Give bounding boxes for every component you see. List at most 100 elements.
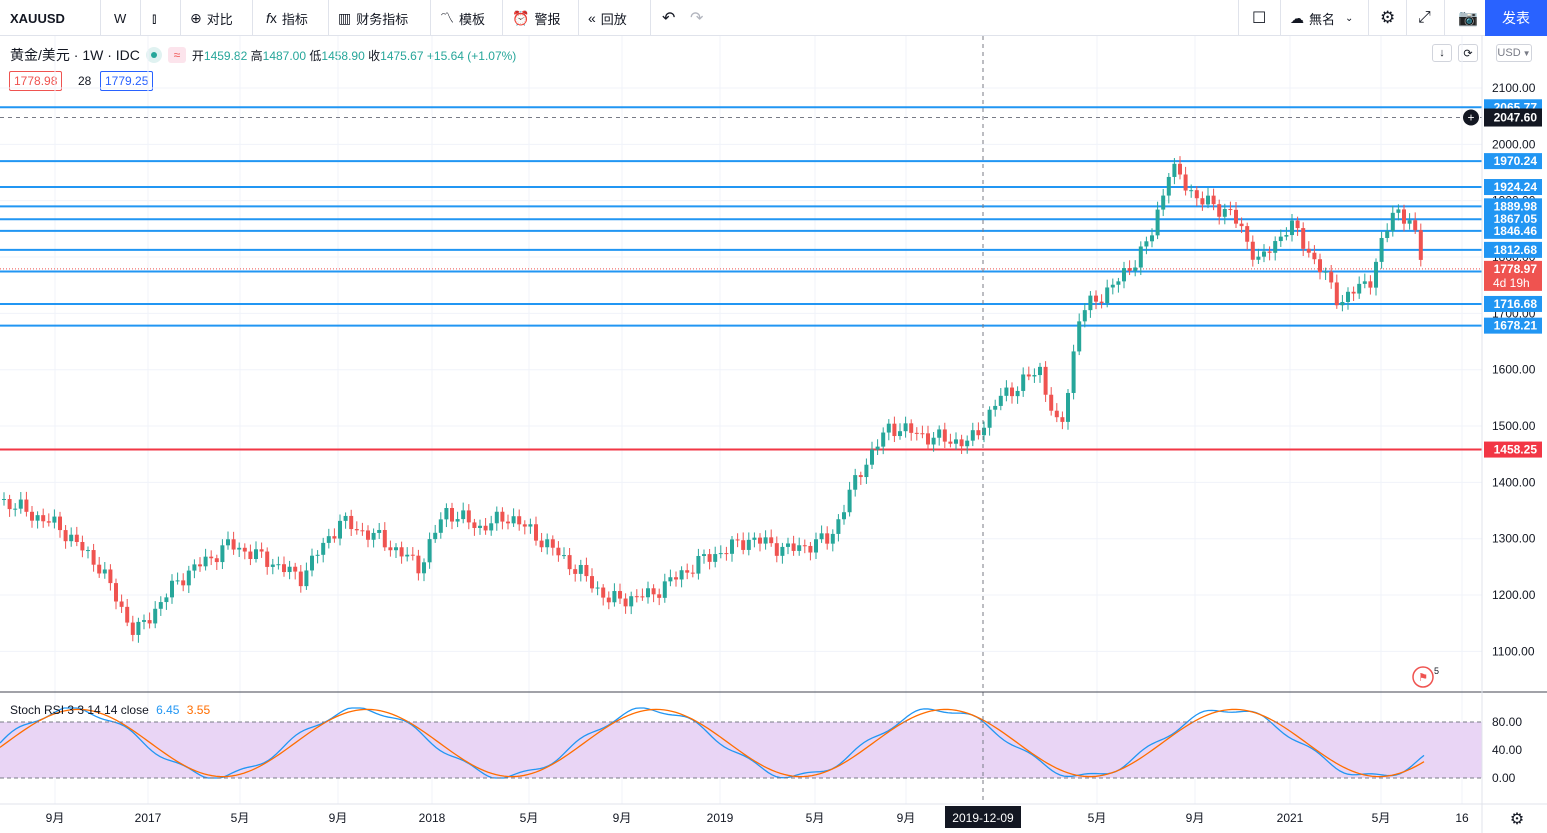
buy-price-button[interactable]: 1779.25 <box>100 71 154 91</box>
candle-body <box>2 499 6 501</box>
snapshot-button[interactable]: 📷 <box>1452 0 1484 36</box>
candle-body <box>797 545 802 551</box>
candle-body <box>646 588 650 598</box>
templates-label: 模板 <box>459 11 486 27</box>
fullscreen-button[interactable]: ⤢ <box>1412 0 1437 36</box>
candle-body <box>1346 291 1350 303</box>
candle-body <box>237 547 242 550</box>
candle-body <box>494 511 499 524</box>
sell-price-button[interactable]: 1778.98 <box>9 71 63 91</box>
scroll-to-end-button[interactable]: ↓ <box>1432 44 1452 62</box>
candle-body <box>718 553 723 555</box>
candle-body <box>326 536 331 543</box>
stoch-d-value: 3.55 <box>186 703 211 717</box>
candle-body <box>58 516 62 531</box>
rewind-icon: « <box>588 10 596 26</box>
candle-body <box>360 530 365 532</box>
candle-body <box>858 475 863 478</box>
fullscreen-layout-button[interactable]: ☐ <box>1246 0 1272 36</box>
horizontal-line-label: 1716.68 <box>1494 297 1538 311</box>
candle-body <box>343 515 348 521</box>
stoch-d-line <box>0 708 1425 778</box>
candle-body <box>209 556 214 559</box>
candle-body <box>1290 220 1294 236</box>
function-icon: fx <box>266 10 277 26</box>
candle-body <box>1094 295 1098 302</box>
candle-body <box>836 519 841 534</box>
redo-button[interactable]: ↷ <box>684 0 709 36</box>
events-badge[interactable]: ⚑ 5 <box>1412 666 1439 688</box>
time-tick-label: 9月 <box>897 811 916 825</box>
crosshair-date-label: 2019-12-09 <box>952 811 1014 825</box>
candle-body <box>707 554 712 562</box>
candle-body <box>427 539 432 563</box>
compare-button[interactable]: ⊕ 对比 <box>184 0 239 36</box>
candle-body <box>349 515 354 530</box>
candle-body <box>819 533 824 540</box>
candle-body <box>769 537 774 544</box>
market-status-dot <box>145 47 162 63</box>
candle-body <box>1206 195 1210 205</box>
candle-body <box>802 545 807 547</box>
candle-body <box>1273 241 1278 253</box>
stoch-band <box>0 722 1482 778</box>
indicators-button[interactable]: fx 指标 <box>260 0 314 36</box>
candle-body <box>634 596 639 598</box>
candle-body <box>287 566 292 573</box>
candle-body <box>668 577 673 582</box>
top-toolbar: XAUUSD W ⫾ ⊕ 对比 fx 指标 ▥ 财务指标 〽模板 ⏰ 警报 «回放 ↶ … <box>0 0 1547 36</box>
candle-body <box>18 499 23 509</box>
currency-select[interactable]: USD ▼ <box>1496 44 1532 62</box>
candle-body <box>433 532 438 540</box>
candle-body <box>1385 231 1390 238</box>
candle-body <box>1234 209 1238 224</box>
flag-icon: ⚑ <box>1418 672 1428 684</box>
candle-body <box>562 555 566 557</box>
candle-body <box>377 529 382 533</box>
candle-body <box>550 539 555 548</box>
current-price-bg <box>1484 260 1542 291</box>
time-tick-label: 5月 <box>231 811 250 825</box>
candle-body <box>937 429 942 438</box>
candle-body <box>1166 176 1171 196</box>
crosshair-date-bg <box>945 806 1021 828</box>
undo-button[interactable]: ↶ <box>656 0 681 36</box>
settings-button[interactable]: ⚙ <box>1374 0 1401 36</box>
reset-scale-button[interactable]: ⟳ <box>1458 44 1478 62</box>
publish-button[interactable]: 发表 <box>1485 0 1547 36</box>
templates-button[interactable]: 〽模板 <box>434 0 491 36</box>
candle-body <box>612 591 617 603</box>
grid <box>0 36 1482 804</box>
undo-icon: ↶ <box>662 10 676 27</box>
horizontal-lines <box>0 106 1482 451</box>
candle-body <box>763 537 768 544</box>
interval-button[interactable]: W <box>114 10 127 26</box>
candle-body <box>226 539 230 546</box>
candle-body <box>248 551 253 559</box>
candle-body <box>69 534 74 542</box>
candle-body <box>405 554 410 557</box>
wave-icon[interactable]: ≈ <box>167 47 186 63</box>
alerts-button[interactable]: ⏰ 警报 <box>506 0 566 36</box>
candle-body <box>52 516 57 523</box>
chart-canvas[interactable]: + 2100.002000.001900.001800.001700.00160… <box>0 36 1547 833</box>
open-value: 1459.82 <box>203 48 248 63</box>
divider <box>140 0 141 36</box>
financials-button[interactable]: ▥ 财务指标 <box>332 0 414 36</box>
candle-body <box>1306 248 1311 253</box>
chart-style-button[interactable]: ⫾ <box>146 0 167 36</box>
replay-button[interactable]: «回放 <box>582 0 633 36</box>
candle-body <box>97 564 102 574</box>
candle-body <box>1323 271 1328 273</box>
layout-name-button[interactable]: ☁ 無名 ⌄ <box>1284 0 1359 36</box>
candle-body <box>444 508 449 520</box>
candle-body <box>914 432 919 434</box>
candle-body <box>875 446 880 450</box>
candle-body <box>948 441 953 444</box>
settings-gear[interactable]: ⚙ <box>1510 811 1524 828</box>
candle-body <box>898 431 902 437</box>
chevron-down-icon: ▼ <box>1522 48 1531 58</box>
candle-body <box>730 539 734 554</box>
high-value: 1487.00 <box>262 48 307 63</box>
symbol-search-button[interactable]: XAUUSD <box>10 10 65 26</box>
